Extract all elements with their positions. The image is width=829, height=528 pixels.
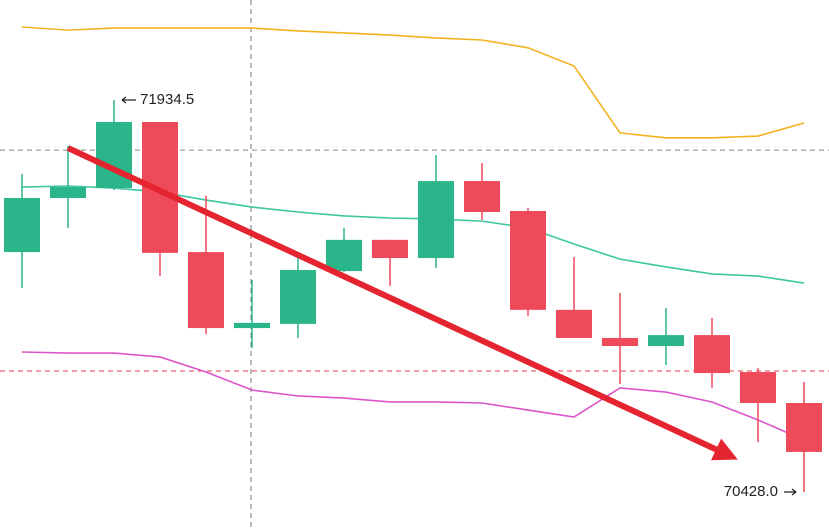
trend-arrow	[66, 145, 738, 461]
candle-body	[602, 337, 638, 347]
label-arrow	[121, 96, 136, 104]
annotation-label: 71934.5	[140, 91, 194, 108]
candle-body	[188, 252, 224, 329]
band-line	[21, 185, 805, 284]
candle-body	[648, 335, 684, 347]
annotation-label: 70428.0	[724, 483, 778, 500]
candle-body	[786, 403, 822, 452]
candle-body	[694, 335, 730, 374]
band-line	[21, 351, 805, 441]
candle-body	[464, 181, 500, 213]
label-arrow	[784, 488, 797, 496]
candle-body	[280, 270, 316, 324]
candle-body	[326, 239, 362, 272]
candle-body	[510, 210, 546, 310]
candle-body	[234, 322, 270, 329]
candle-body	[740, 372, 776, 404]
candle-body	[556, 309, 592, 338]
candle-body	[372, 239, 408, 259]
candle-body	[4, 197, 40, 253]
candle-body	[50, 187, 86, 198]
band-line	[21, 26, 805, 139]
candle-body	[418, 181, 454, 259]
